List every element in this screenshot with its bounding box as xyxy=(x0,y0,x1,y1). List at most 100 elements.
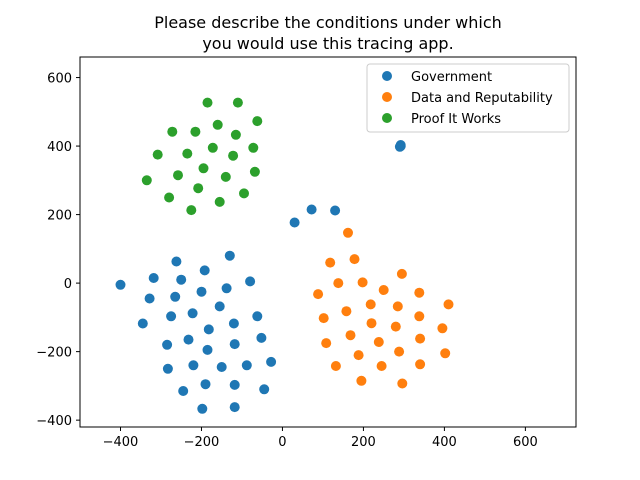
y-tick-label-5: 600 xyxy=(47,72,72,87)
data-point-2-21 xyxy=(186,205,197,216)
data-point-0-28 xyxy=(241,360,252,371)
data-point-2-7 xyxy=(152,149,163,160)
data-point-1-16 xyxy=(390,321,401,332)
data-point-1-7 xyxy=(313,289,324,300)
data-point-0-13 xyxy=(188,360,199,371)
data-point-0-11 xyxy=(183,334,194,345)
data-point-0-27 xyxy=(229,402,240,413)
data-point-0-1 xyxy=(144,293,155,304)
data-point-1-13 xyxy=(318,313,329,324)
data-point-0-26 xyxy=(229,379,240,390)
data-point-2-8 xyxy=(182,148,193,159)
legend-marker-1 xyxy=(382,92,392,102)
data-point-1-8 xyxy=(414,287,425,298)
y-tick-label-1: −200 xyxy=(36,346,72,361)
data-point-0-17 xyxy=(200,379,211,390)
data-point-2-11 xyxy=(228,150,239,161)
data-point-0-36 xyxy=(330,205,341,216)
data-point-1-25 xyxy=(330,361,341,371)
data-point-0-14 xyxy=(196,286,207,297)
data-point-1-24 xyxy=(353,350,364,361)
data-point-0-34 xyxy=(289,217,300,228)
data-point-0-7 xyxy=(170,291,181,302)
data-point-1-3 xyxy=(396,268,407,279)
data-point-0-29 xyxy=(245,276,256,287)
data-point-0-22 xyxy=(221,283,232,294)
x-tick-label-5: 600 xyxy=(513,435,538,450)
data-point-0-15 xyxy=(197,403,208,414)
data-point-1-2 xyxy=(325,257,336,268)
data-point-0-6 xyxy=(166,311,177,322)
data-point-0-2 xyxy=(148,273,159,283)
data-point-2-9 xyxy=(207,142,218,153)
data-point-1-26 xyxy=(376,361,387,371)
data-point-0-32 xyxy=(259,384,270,395)
data-point-1-10 xyxy=(365,299,376,310)
y-tick-label-0: −400 xyxy=(36,414,72,429)
data-point-0-23 xyxy=(224,250,235,261)
data-point-1-20 xyxy=(373,337,384,347)
data-point-0-31 xyxy=(256,332,267,343)
data-point-1-6 xyxy=(378,285,389,295)
data-point-1-14 xyxy=(414,311,425,322)
legend-marker-2 xyxy=(382,113,392,123)
data-point-1-27 xyxy=(415,359,426,370)
x-tick-label-4: 400 xyxy=(432,435,457,450)
data-point-1-21 xyxy=(415,333,426,344)
data-point-1-17 xyxy=(437,323,448,334)
legend-label-1: Data and Reputability xyxy=(411,91,553,106)
y-tick-label-3: 200 xyxy=(47,209,72,224)
data-point-0-24 xyxy=(228,318,239,329)
data-point-1-29 xyxy=(397,378,408,389)
data-point-0-21 xyxy=(216,362,227,372)
x-tick-label-1: −200 xyxy=(184,435,220,450)
data-point-0-19 xyxy=(203,324,214,335)
data-point-1-4 xyxy=(333,278,344,289)
data-point-0-5 xyxy=(162,363,173,374)
data-point-1-28 xyxy=(356,375,367,386)
legend-marker-0 xyxy=(382,71,392,81)
data-point-1-15 xyxy=(366,318,377,329)
data-point-2-0 xyxy=(202,97,213,108)
data-point-2-1 xyxy=(232,97,243,108)
data-point-1-0 xyxy=(343,227,353,238)
axis-ticks: −400 −200 0 200 400 600 −400 −200 0 200 400 600 xyxy=(36,72,538,450)
data-point-0-18 xyxy=(202,344,213,355)
data-point-2-6 xyxy=(230,129,241,140)
legend-label-0: Government xyxy=(411,70,492,85)
data-point-1-12 xyxy=(341,306,352,317)
data-point-0-3 xyxy=(137,318,148,329)
legend: Government Data and Reputability Proof It … xyxy=(366,63,570,133)
y-tick-label-4: 400 xyxy=(47,140,72,155)
data-point-0-10 xyxy=(178,386,189,396)
data-point-1-9 xyxy=(443,299,454,310)
data-point-0-4 xyxy=(162,339,173,350)
data-point-2-3 xyxy=(252,116,263,127)
data-point-2-15 xyxy=(220,171,231,182)
data-point-1-23 xyxy=(440,348,451,359)
x-tick-label-0: −400 xyxy=(103,435,139,450)
data-point-0-33 xyxy=(266,356,277,367)
data-point-2-10 xyxy=(248,142,259,153)
data-point-2-17 xyxy=(193,183,204,194)
plot-area-frame xyxy=(79,56,577,428)
data-point-1-19 xyxy=(321,338,332,349)
data-point-0-9 xyxy=(176,274,187,285)
data-point-0-35 xyxy=(306,204,317,215)
data-point-2-20 xyxy=(214,196,225,207)
data-point-1-22 xyxy=(394,346,405,357)
data-point-0-30 xyxy=(252,311,263,322)
data-point-0-39 xyxy=(394,141,405,152)
data-point-0-16 xyxy=(199,265,210,276)
data-point-2-13 xyxy=(249,166,260,177)
data-point-2-4 xyxy=(167,126,178,137)
data-point-1-18 xyxy=(345,330,356,341)
data-point-1-5 xyxy=(357,277,368,288)
x-tick-label-3: 200 xyxy=(351,435,376,450)
data-point-0-20 xyxy=(214,301,225,312)
data-point-2-5 xyxy=(190,126,201,137)
legend-box xyxy=(366,63,570,133)
data-point-2-16 xyxy=(141,175,152,186)
data-point-1-11 xyxy=(392,301,403,312)
